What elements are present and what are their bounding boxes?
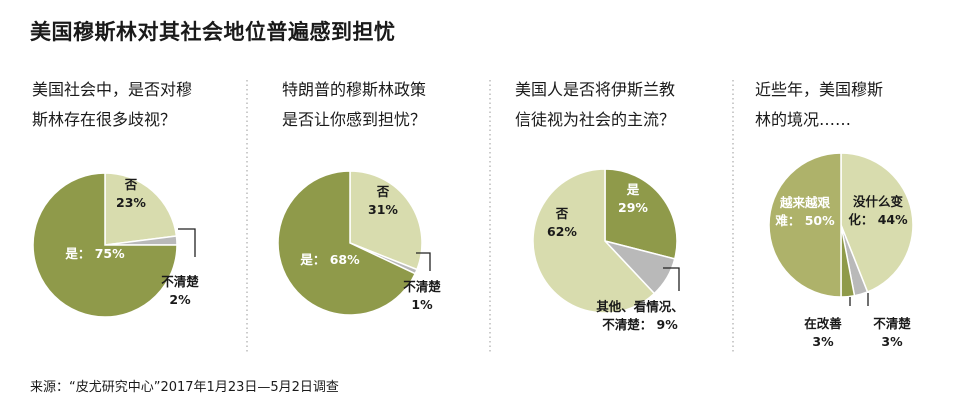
slice-label: 不清楚	[161, 274, 199, 289]
slice-label: 不清楚	[873, 316, 911, 331]
slice-label: 没什么变	[853, 194, 904, 209]
slice-label: 越来越艰	[779, 195, 831, 210]
pie-slice	[532, 168, 656, 314]
question-title-line: 林的境况……	[755, 110, 851, 129]
pie-slice	[104, 172, 178, 246]
chart-main-title: 美国穆斯林对其社会地位普遍感到担忧	[30, 20, 396, 44]
pie-slice	[277, 170, 417, 316]
slice-label: 在改善	[804, 316, 842, 331]
slice-label: 否	[124, 177, 138, 192]
pie-slice	[32, 172, 178, 318]
slice-label: 1%	[411, 297, 433, 312]
source-note: 来源：“皮尤研究中心”2017年1月23日—5月2日调查	[30, 380, 339, 395]
leader-line	[416, 252, 431, 271]
slice-label: 其他、看情况、	[596, 299, 684, 314]
slice-label: 难： 50%	[774, 213, 835, 228]
question-title-line: 是否让你感到担忧？	[282, 110, 426, 129]
pie-slice	[840, 152, 914, 293]
slice-label: 是： 75%	[64, 246, 125, 261]
pie-slice	[604, 168, 678, 260]
pie-slice	[768, 152, 842, 298]
slice-label: 是	[626, 182, 640, 197]
question-title-line: 美国社会中，是否对穆	[32, 80, 192, 99]
leader-line	[663, 267, 680, 291]
slice-label: 2%	[169, 292, 191, 307]
question-title-line: 近些年，美国穆斯	[755, 80, 883, 99]
slice-label: 是： 68%	[299, 252, 360, 267]
pie-slice	[349, 170, 423, 271]
question-title-line: 美国人是否将伊斯兰教	[515, 80, 675, 99]
leader-line	[178, 228, 196, 257]
slice-label: 3%	[881, 334, 903, 349]
slice-label: 62%	[547, 224, 577, 239]
slice-label: 否	[376, 184, 390, 199]
slice-label: 不清楚	[403, 279, 441, 294]
question-title-line: 特朗普的穆斯林政策	[282, 80, 426, 99]
slice-label: 不清楚： 9%	[602, 317, 678, 332]
question-title-line: 信徒视为社会的主流？	[515, 110, 675, 129]
slice-label: 31%	[368, 202, 398, 217]
slice-label: 3%	[812, 334, 834, 349]
slice-label: 29%	[618, 200, 648, 215]
question-title-line: 斯林存在很多歧视？	[32, 110, 176, 129]
slice-label: 否	[555, 206, 569, 221]
slice-label: 23%	[116, 195, 146, 210]
slice-label: 化： 44%	[848, 212, 908, 227]
